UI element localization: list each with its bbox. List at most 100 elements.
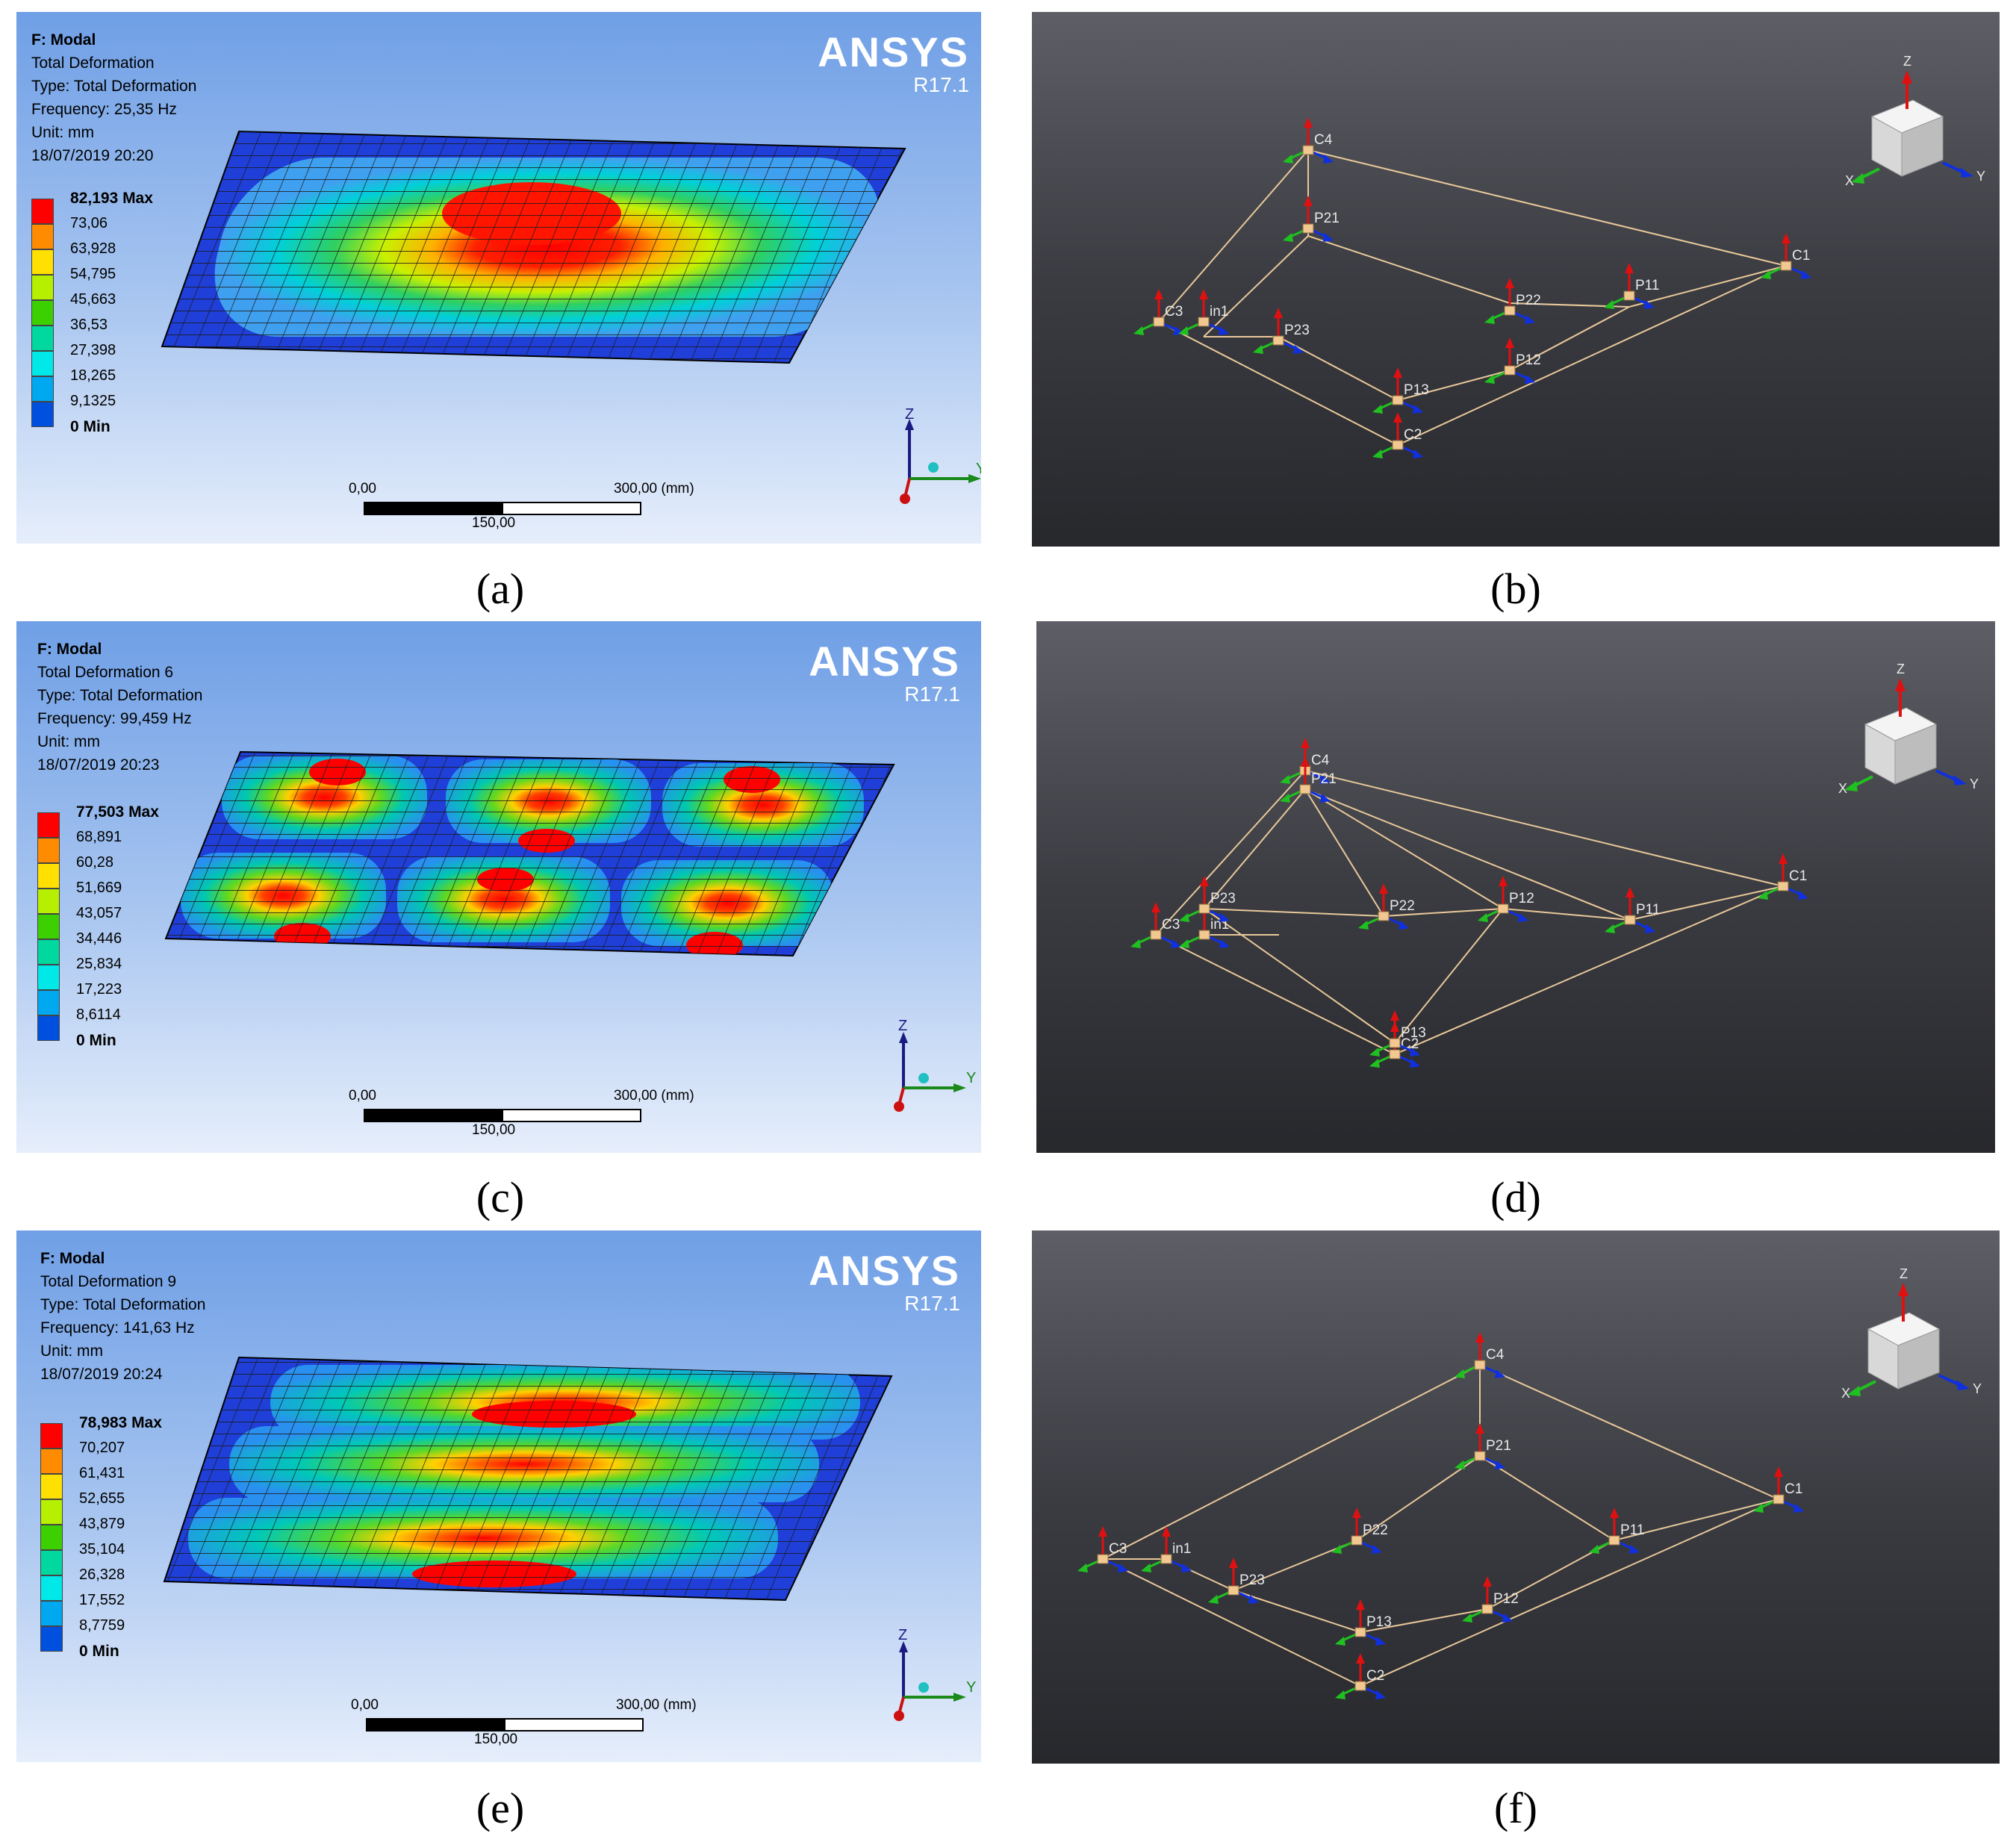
legend-value: 52,655 [79, 1490, 125, 1507]
measurement-node: P11 [1604, 263, 1659, 309]
plate-plot-e [163, 1356, 893, 1602]
legend-value: 26,328 [79, 1566, 125, 1583]
node-label: C3 [1109, 1541, 1127, 1557]
legend-swatch [37, 965, 60, 990]
node-label: P12 [1509, 891, 1534, 906]
legend-value: 25,834 [76, 956, 122, 972]
node-label: C1 [1789, 868, 1807, 884]
ansys-brand: ANSYS [809, 638, 960, 685]
measurement-node: P21 [1283, 196, 1340, 242]
node-layer-b: C1 C2 C3 C4 in1 P11 P12 P13 P21 P22 P23 Z X Y [1133, 54, 1985, 458]
ansys-logo: ANSYS R17.1 [809, 1250, 960, 1316]
legend-value: 45,663 [70, 291, 116, 308]
node-label: P11 [1636, 902, 1660, 918]
measurement-node: P23 [1208, 1558, 1265, 1604]
measurement-node: P13 [1372, 367, 1429, 414]
legend-value: 17,552 [79, 1592, 125, 1608]
measurement-node: P11 [1605, 887, 1660, 933]
legend-value: 68,891 [76, 829, 122, 845]
node-label: P11 [1620, 1522, 1644, 1538]
measurement-node: P12 [1484, 337, 1541, 384]
ansys-panel-c: F: Modal Total Deformation 6 Type: Total… [16, 621, 981, 1153]
caption-b: (b) [1490, 564, 1541, 613]
legend-swatches [40, 1423, 63, 1652]
legend-swatch [40, 1550, 63, 1575]
legend-value: 43,879 [79, 1516, 125, 1532]
node-layer-f: C1 C2 C3 C4 in1 P11 P12 P13 P21 P22 P23 Z X Y [1077, 1266, 1982, 1699]
node-label: in1 [1172, 1541, 1191, 1557]
legend-value: 36,53 [70, 317, 108, 333]
scale-start: 0,00 [349, 1088, 376, 1104]
measurement-node: C3 [1133, 289, 1184, 335]
legend-swatch [31, 275, 54, 300]
node-label: P13 [1366, 1614, 1392, 1630]
node-label: in1 [1210, 304, 1228, 320]
node-label: P12 [1493, 1591, 1519, 1607]
result-type: Type: Total Deformation [37, 687, 203, 704]
measurement-node: P21 [1280, 756, 1337, 803]
measurement-node: C2 [1369, 1021, 1420, 1068]
legend-max: 78,983 Max [79, 1414, 162, 1431]
node-label: P22 [1516, 293, 1541, 308]
legend-value: 8,6114 [76, 1006, 121, 1023]
scale-start: 0,00 [351, 1697, 379, 1713]
legend-value: 34,446 [76, 930, 122, 947]
legend-max: 82,193 Max [70, 190, 153, 207]
result-frequency: Frequency: 99,459 Hz [37, 710, 192, 727]
result-unit: Unit: mm [37, 733, 100, 750]
node-label: P13 [1404, 382, 1429, 398]
legend-value: 27,398 [70, 342, 116, 358]
analysis-title: F: Modal [31, 31, 96, 49]
result-info: F: Modal Total Deformation 6 Type: Total… [37, 638, 202, 777]
node-label: C2 [1366, 1668, 1384, 1684]
legend-swatches [37, 812, 60, 1041]
caption-e: (e) [476, 1784, 525, 1832]
scale-bar-white [504, 1718, 644, 1732]
node-label: C4 [1311, 753, 1330, 768]
scale-bar: 0,00 300,00 (mm) 150,00 [349, 1088, 722, 1148]
scale-end: 300,00 (mm) [614, 1088, 694, 1104]
measurement-node: C4 [1283, 117, 1334, 164]
legend-swatch [40, 1626, 63, 1652]
result-unit: Unit: mm [31, 124, 94, 141]
axis-x-label: X [1841, 1386, 1850, 1401]
measurement-node: P11 [1589, 1508, 1644, 1554]
measurement-node: P13 [1369, 1010, 1426, 1057]
node-label: C4 [1486, 1347, 1505, 1363]
legend-min: 0 Min [76, 1032, 116, 1049]
measurement-node: P13 [1335, 1599, 1392, 1646]
legend-value: 54,795 [70, 266, 116, 282]
legend-swatch [40, 1474, 63, 1499]
measurement-node: P22 [1331, 1508, 1388, 1554]
legend-value: 8,7759 [79, 1617, 125, 1634]
node-layer-d: C1 C2 C3 C4 in1 P11 P12 P13 P21 P22 P23 Z X Y [1130, 662, 1979, 1068]
legend-swatch [37, 939, 60, 965]
scale-bar-white [502, 1109, 641, 1122]
scale-mid: 150,00 [474, 1732, 518, 1747]
legend-value: 43,057 [76, 905, 122, 921]
measurement-node: P12 [1462, 1576, 1519, 1622]
measurement-node: C1 [1753, 1466, 1804, 1513]
result-date: 18/07/2019 20:23 [37, 756, 160, 774]
caption-f: (f) [1494, 1784, 1537, 1832]
legend-swatch [31, 249, 54, 275]
measurement-node: P22 [1484, 278, 1541, 324]
result-frequency: Frequency: 141,63 Hz [40, 1319, 195, 1337]
legend-swatch [40, 1499, 63, 1525]
scale-bar-black [364, 502, 505, 515]
ansys-logo: ANSYS R17.1 [818, 31, 969, 97]
axis-y-label: Y [1976, 169, 1985, 184]
measurement-node: in1 [1141, 1526, 1192, 1572]
measurement-node: P23 [1179, 876, 1236, 922]
legend-swatch [31, 402, 54, 427]
legend-value: 9,1325 [70, 393, 116, 409]
measurement-node: C1 [1758, 853, 1808, 900]
measurement-node: in1 [1179, 902, 1230, 948]
plate-plot-c [164, 750, 895, 957]
result-frequency: Frequency: 25,35 Hz [31, 101, 177, 118]
measurement-node: in1 [1178, 289, 1229, 335]
ansys-brand: ANSYS [818, 28, 969, 75]
legend-swatch [37, 889, 60, 914]
measurement-node: C3 [1130, 902, 1181, 948]
measurement-node: C2 [1372, 412, 1423, 458]
